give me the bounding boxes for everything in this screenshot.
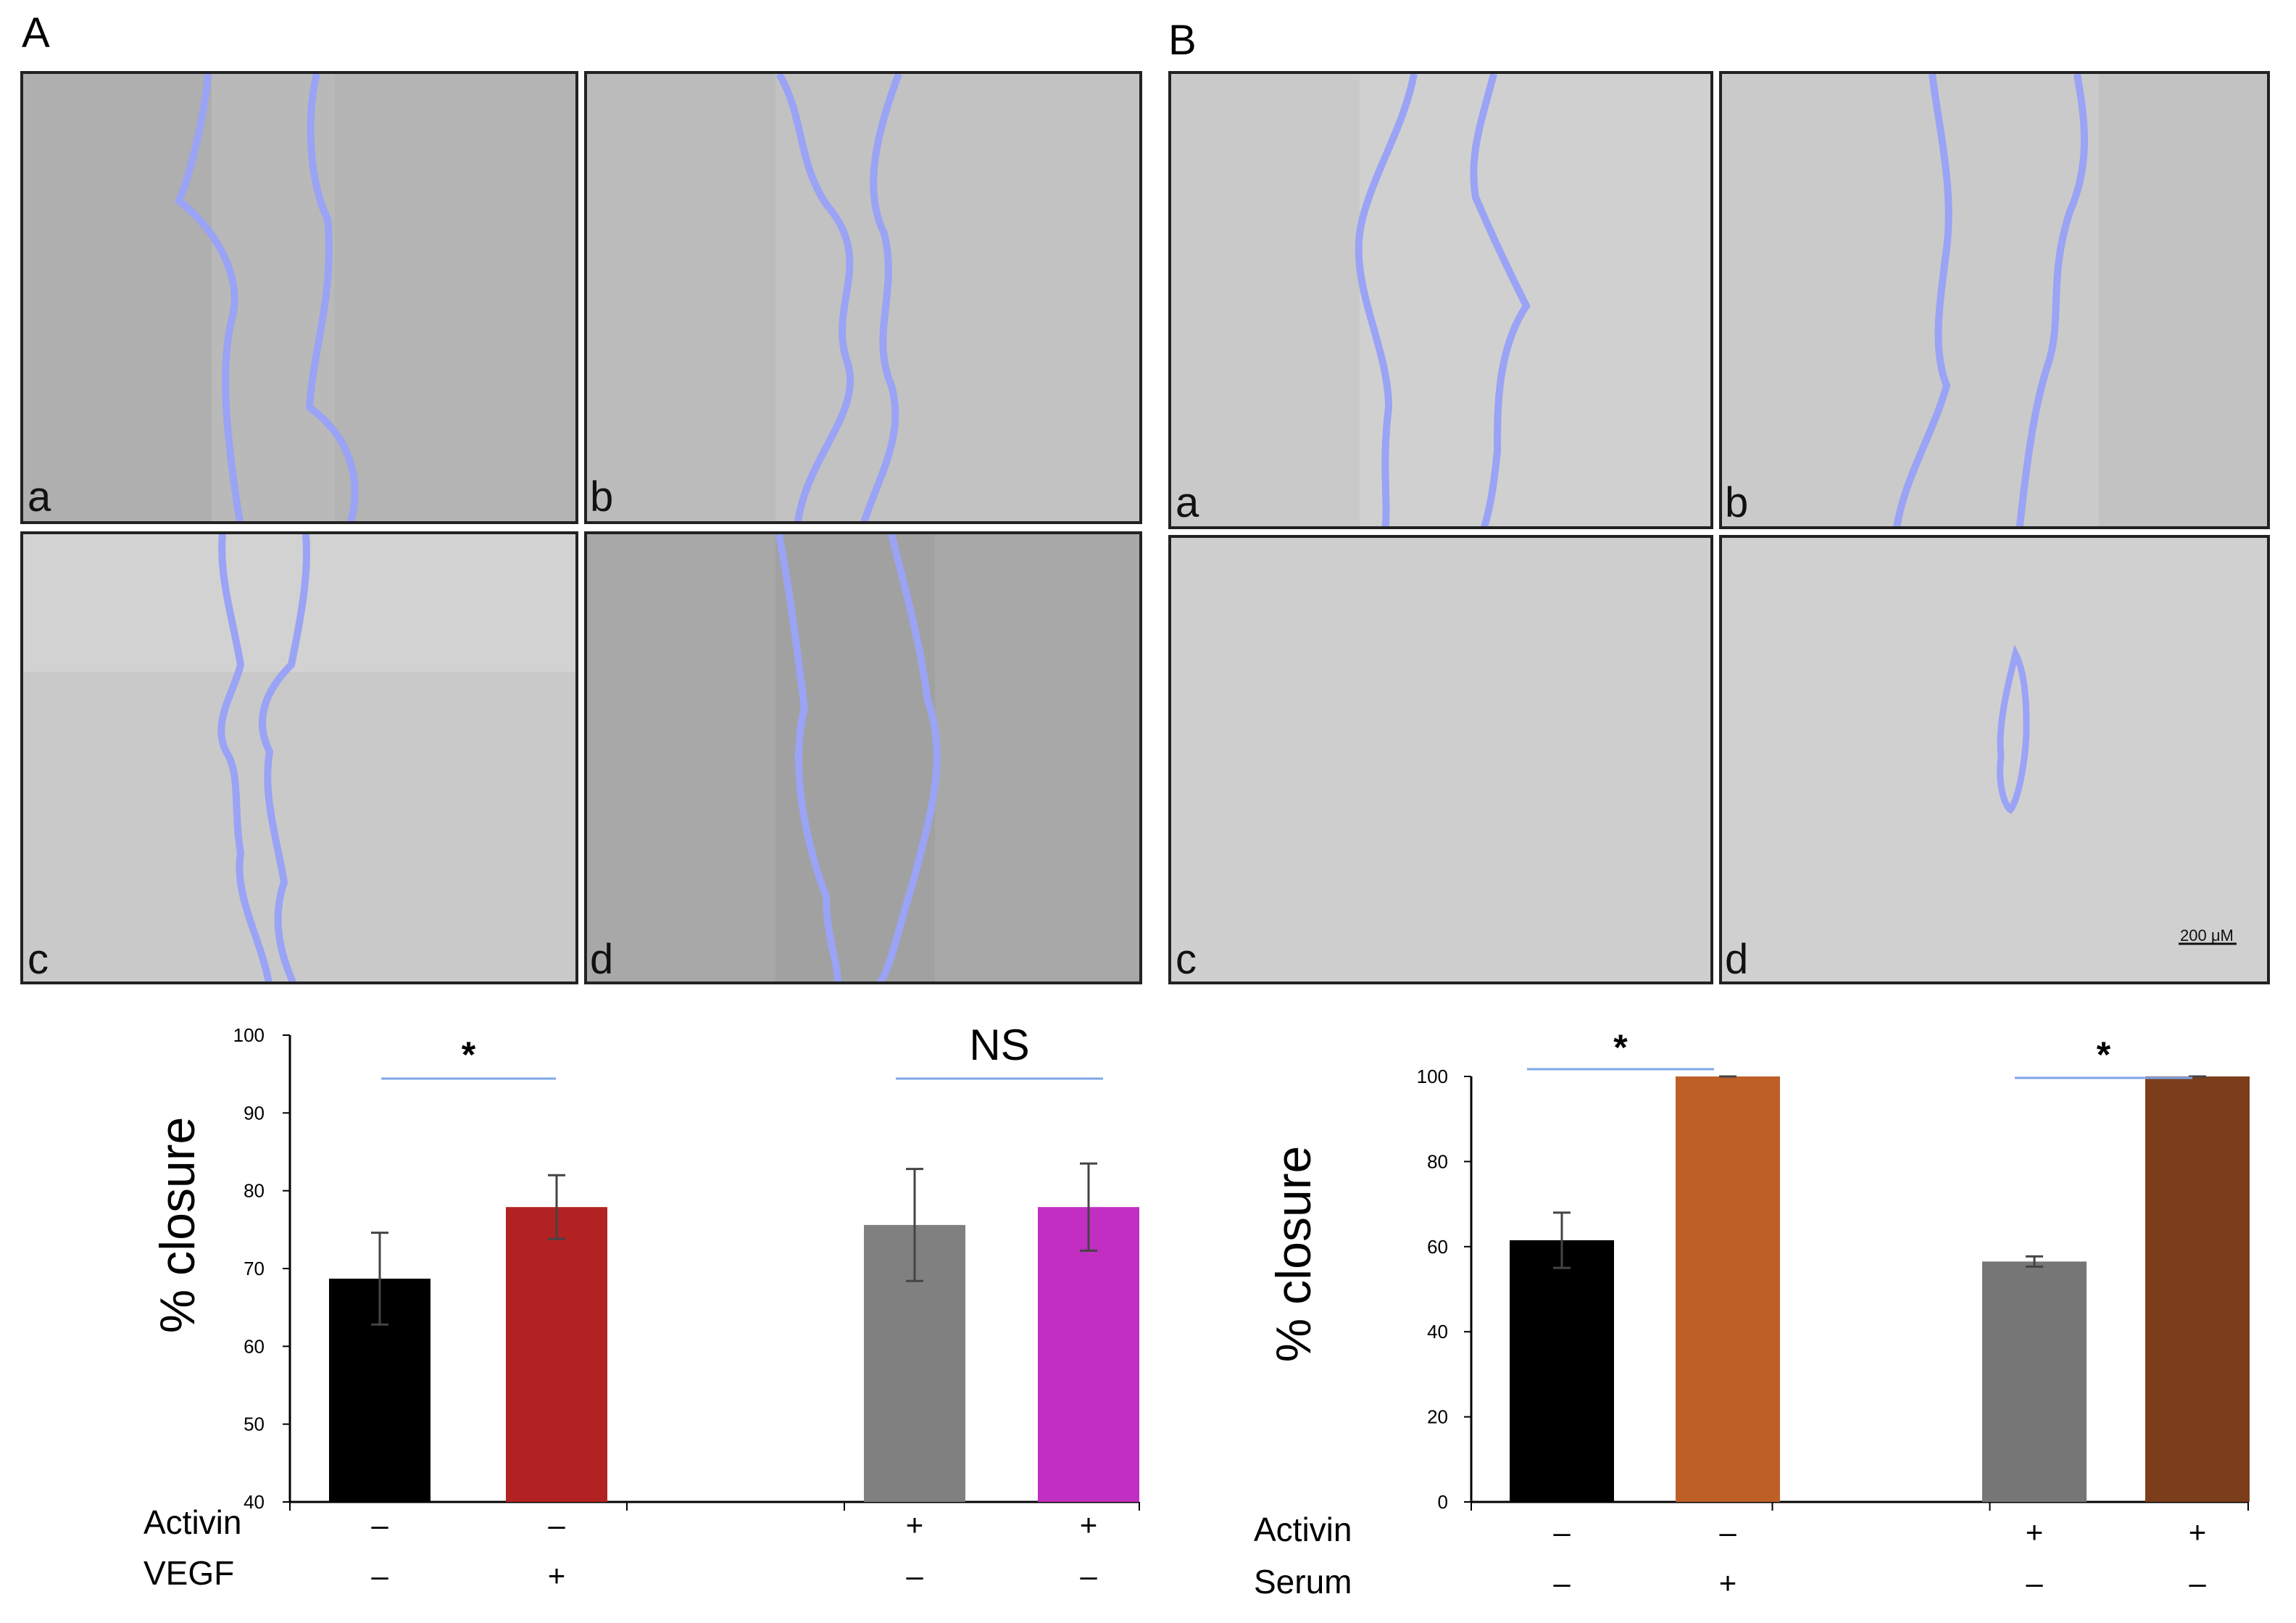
y-tick-label: 40: [244, 1491, 265, 1513]
y-tick-label: 80: [1427, 1150, 1448, 1172]
bar: [1510, 1240, 1614, 1502]
bar: [1676, 1076, 1780, 1502]
significance-label: NS: [969, 1021, 1029, 1069]
chart-activin-serum: 0 20 40 60 80 100 % closure * * Activin – – + + Serum –…: [1254, 1027, 2250, 1601]
factor-name: Serum: [1254, 1563, 1352, 1601]
micrograph-b-d-label: d: [1725, 936, 1749, 983]
factor-sign: +: [2189, 1515, 2207, 1549]
micrograph-a-d: [584, 531, 1142, 984]
factor-sign: –: [2189, 1566, 2206, 1600]
micrograph-b-c: [1168, 535, 1713, 984]
micrograph-b-d-image: [1722, 538, 2267, 981]
micrograph-a-d-label: d: [590, 936, 614, 983]
factor-name: Activin: [144, 1503, 241, 1541]
micrograph-b-a: [1168, 71, 1713, 529]
factor-sign: +: [1719, 1566, 1737, 1600]
y-tick-label: 50: [244, 1414, 265, 1435]
y-tick-label: 0: [1438, 1491, 1448, 1513]
significance-label: *: [2097, 1034, 2111, 1075]
micrograph-b-a-image: [1171, 74, 1710, 526]
micrograph-a-b-image: [587, 74, 1139, 521]
micrograph-a-a: [20, 71, 578, 524]
y-tick-label: 60: [244, 1335, 265, 1357]
micrograph-a-c: [20, 531, 578, 984]
factor-sign: –: [548, 1508, 565, 1542]
bar: [1982, 1261, 2087, 1502]
y-tick-label: 100: [233, 1024, 265, 1046]
chart-activin-vegf: 40 50 60 70 80 90 100 % closure * NS Activin – – + + VE…: [144, 1021, 1140, 1593]
factor-sign: –: [1553, 1515, 1571, 1549]
y-tick-label: 60: [1427, 1236, 1448, 1258]
bar: [506, 1207, 607, 1502]
bar: [1038, 1207, 1139, 1502]
factor-sign: –: [1719, 1515, 1736, 1549]
micrograph-a-a-image: [23, 74, 575, 521]
factor-sign: –: [2026, 1566, 2043, 1600]
micrograph-b-c-label: c: [1176, 936, 1197, 983]
micrograph-a-a-label: a: [28, 473, 51, 520]
significance-label: *: [1613, 1027, 1628, 1068]
y-tick-label: 70: [244, 1258, 265, 1279]
micrograph-b-a-label: a: [1176, 479, 1199, 526]
y-tick-label: 100: [1417, 1066, 1448, 1087]
y-axis-label: % closure: [1266, 1146, 1321, 1363]
micrograph-a-d-image: [587, 534, 1139, 981]
micrograph-b-b: [1719, 71, 2270, 529]
y-tick-label: 40: [1427, 1321, 1448, 1342]
micrograph-a-b-label: b: [590, 473, 614, 520]
factor-sign: –: [1553, 1566, 1571, 1600]
factor-sign: +: [1080, 1508, 1098, 1542]
significance-label: *: [462, 1034, 476, 1075]
bar: [2145, 1076, 2250, 1502]
factor-sign: +: [906, 1508, 924, 1542]
factor-name: Activin: [1254, 1511, 1352, 1548]
factor-sign: –: [1080, 1558, 1097, 1593]
micrograph-b-c-image: [1171, 538, 1710, 981]
scale-bar-label: 200 μM: [2180, 926, 2234, 945]
factor-sign: +: [2026, 1515, 2044, 1549]
y-tick-label: 80: [244, 1180, 265, 1202]
factor-sign: –: [371, 1558, 388, 1593]
y-tick-label: 90: [244, 1102, 265, 1124]
y-axis-label: % closure: [150, 1117, 205, 1334]
factor-sign: –: [371, 1508, 388, 1542]
factor-sign: +: [548, 1558, 566, 1593]
micrograph-a-c-label: c: [28, 936, 49, 983]
micrograph-b-d: [1719, 535, 2270, 984]
factor-name: VEGF: [144, 1554, 234, 1592]
micrograph-a-b: [584, 71, 1142, 524]
panel-b-letter: B: [1168, 17, 1197, 64]
panel-a-letter: A: [22, 9, 50, 57]
y-tick-label: 20: [1427, 1406, 1448, 1428]
micrograph-a-c-image: [23, 534, 575, 981]
factor-sign: –: [906, 1558, 923, 1593]
micrograph-b-b-image: [1722, 74, 2267, 526]
micrograph-b-b-label: b: [1725, 479, 1749, 526]
